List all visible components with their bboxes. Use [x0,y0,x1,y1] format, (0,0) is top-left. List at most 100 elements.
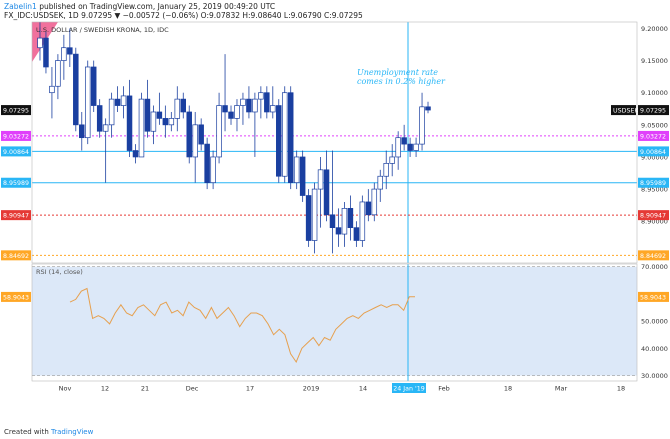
candle-body [258,92,264,100]
current-price-badge-right: 9.07295 [640,108,666,115]
magenta-level-badge-left: 9.03272 [3,133,29,140]
footer: Created with TradingView [4,428,93,436]
candle-body [144,98,151,132]
candle-body [174,98,181,119]
rsi-value-badge-right: 58.9043 [640,294,666,301]
candle-body [162,118,169,126]
current-price-badge-left: 9.07295 [3,108,29,115]
candle-body [43,37,49,68]
rsi-value-badge-right-bg [638,291,669,302]
current-price-badge-left-bg [1,105,31,116]
blue-lower-badge-left: 8.95989 [3,180,29,187]
red-level-badge-right: 8.90947 [640,213,666,220]
time-tick-label: 12 [101,385,109,393]
candle-body [180,98,187,113]
blue-lower-badge-right-bg [638,177,669,188]
candle-body [335,227,342,235]
candle-body [425,106,431,111]
footer-prefix: Created with [4,428,49,436]
annotation-line: comes in 0.2% higher [357,77,446,86]
candle-body [168,118,175,126]
candle-body [55,60,61,87]
time-tick-label: 2019 [303,385,320,393]
candle-body [192,124,198,158]
candle-body [228,111,234,119]
red-level-badge-left-bg [1,210,31,221]
candle-body [299,156,306,196]
price-tick-label: 8.85000 [641,250,668,258]
rsi-tick-label: 30.0000 [641,372,668,380]
blue-upper-badge-left-bg [1,146,31,157]
candle-body [311,188,318,241]
candle-body [305,195,312,241]
candle-body [204,143,210,184]
candle-body [198,124,204,145]
time-tick-label: 18 [617,385,625,393]
price-tick-label: 9.15000 [641,57,668,65]
candle-body [37,37,43,49]
magenta-level-badge-right-bg [638,130,669,141]
time-tick-label: Dec [186,385,199,393]
candle-body [84,66,91,139]
candle-body [329,214,336,229]
annotation-line: Unemployment rate [357,68,438,77]
price-tick-label: 9.20000 [641,25,668,33]
price-tick-label: 8.95000 [641,186,668,194]
candle-body [132,150,139,158]
rsi-panel[interactable]: RSI (14, close) [32,264,637,381]
blue-upper-badge-right-bg [638,146,669,157]
price-chart[interactable]: U.S. DOLLAR / SWEDISH KRONA, 1D, IDC Unem… [32,22,637,263]
orange-level-badge-right: 8.84692 [640,253,666,260]
candle-body [156,111,163,119]
candle-body [61,47,67,61]
candle-body [240,98,246,106]
symbol-info: FX_IDC:USDSEK, 1D 9.07295 ▼ −0.00572 (−0… [4,11,363,20]
candle-body [186,111,192,158]
price-chart-svg: U.S. DOLLAR / SWEDISH KRONA, 1D, IDC Unem… [32,22,637,263]
orange-level-badge-left: 8.84692 [3,253,29,260]
tradingview-link[interactable]: TradingView [51,428,94,436]
orange-level-badge-left-bg [1,250,31,261]
rsi-tick-label: 50.0000 [641,318,668,326]
candle-body [120,95,127,106]
blue-upper-badge-right: 9.00864 [640,149,666,156]
candle-body [407,143,413,151]
candle-body [246,98,252,113]
candle-body [377,175,384,190]
time-tick-label: 14 [359,385,367,393]
candle-body [102,124,109,132]
candle-body [287,92,294,184]
candle-body [317,169,324,190]
candle-body [389,156,395,164]
time-tick-label: Mar [555,385,568,393]
candle-body [293,156,300,184]
candle-body [150,111,157,132]
candle-body [216,105,222,158]
candle-body [323,169,330,216]
time-cursor-badge [392,383,426,393]
publish-info: Zabelin1 published on TradingView.com, J… [4,2,275,11]
candle-body [79,124,85,139]
candle-body [276,105,282,177]
rsi-value-badge-left-bg [1,291,31,302]
rsi-label: RSI (14, close) [36,268,83,276]
red-level-badge-right-bg [638,210,669,221]
candle-body [252,98,258,113]
chart-title: U.S. DOLLAR / SWEDISH KRONA, 1D, IDC [36,26,169,34]
author-link[interactable]: Zabelin1 [4,2,37,11]
candle-body [96,105,103,132]
time-tick-label: Nov [59,385,72,393]
candle-body [234,105,240,119]
candle-body [401,137,407,145]
published-text: published on TradingView.com, January 25… [39,2,276,11]
rsi-tick-label: 70.0000 [641,263,668,271]
magenta-level-badge-left-bg [1,130,31,141]
blue-upper-badge-left: 9.00864 [3,149,29,156]
price-tick-label: 9.00000 [641,153,668,161]
price-tick-label: 9.05000 [641,121,668,129]
rsi-tick-label: 40.0000 [641,345,668,353]
rsi-value-badge-left: 58.9043 [3,294,29,301]
candle-body [138,98,145,158]
rsi-tick-label: 60.0000 [641,290,668,298]
rsi-chart-svg: RSI (14, close) [32,264,637,381]
